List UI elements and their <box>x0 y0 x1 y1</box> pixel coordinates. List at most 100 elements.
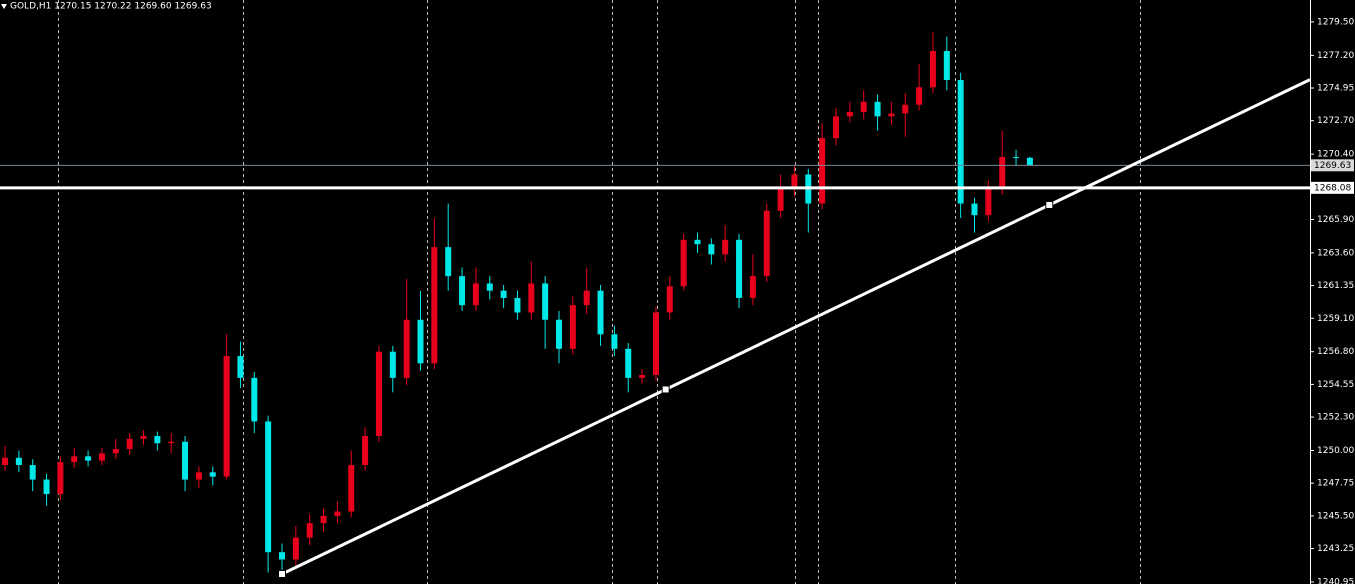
candle-body <box>957 80 964 204</box>
candle-body <box>833 116 839 139</box>
candle-body <box>417 319 424 364</box>
candle-body <box>1013 157 1020 159</box>
candle-body <box>625 348 632 378</box>
candle-body <box>763 210 770 277</box>
candle-body <box>708 244 715 255</box>
candle-body <box>999 157 1006 190</box>
candle-body <box>154 435 161 444</box>
price-label: 1268.08 <box>1314 183 1351 193</box>
price-label-box <box>1311 181 1354 194</box>
candle-body <box>846 112 853 117</box>
candle-body <box>251 377 258 422</box>
plot <box>0 32 1311 578</box>
candle-body <box>98 453 105 461</box>
candle-body <box>15 457 22 466</box>
candle-body <box>722 239 729 255</box>
y-tick-label: 1256.80 <box>1317 347 1354 357</box>
y-tick-label: 1279.50 <box>1317 17 1354 27</box>
y-tick-label: 1252.30 <box>1317 413 1354 423</box>
candle-body <box>306 523 313 538</box>
candle-body <box>182 441 189 480</box>
trendline-extension <box>1048 78 1311 207</box>
candle-body <box>223 356 230 477</box>
candle-body <box>112 449 119 454</box>
candle-body <box>85 456 92 461</box>
y-tick-label: 1243.25 <box>1317 544 1354 554</box>
candle-body <box>1026 157 1033 166</box>
candle-body <box>362 435 369 466</box>
y-tick-label: 1247.75 <box>1317 479 1354 489</box>
y-tick-label: 1265.90 <box>1317 215 1354 225</box>
y-tick-label: 1272.70 <box>1317 116 1354 126</box>
candle-body <box>140 435 147 439</box>
candle-body <box>971 203 978 216</box>
candle-body <box>472 283 479 306</box>
y-tick-label: 1261.35 <box>1317 281 1354 291</box>
candle-body <box>459 276 466 306</box>
candle-body <box>694 239 701 245</box>
y-tick-label: 1277.20 <box>1317 51 1354 61</box>
candle-body <box>431 247 438 364</box>
candle-body <box>209 472 216 477</box>
price-label-box <box>1311 159 1354 172</box>
candle-body <box>791 174 798 190</box>
candle-body <box>902 104 909 114</box>
y-tick-label: 1270.40 <box>1317 150 1354 160</box>
candle-body <box>888 113 895 117</box>
candle-body <box>611 334 618 349</box>
candle-body <box>943 50 950 81</box>
y-tick-label: 1263.60 <box>1317 248 1354 258</box>
y-tick-label: 1245.50 <box>1317 511 1354 521</box>
trendline-anchor <box>1045 200 1054 209</box>
candle-body <box>736 239 743 298</box>
candle-body <box>542 283 549 320</box>
separators <box>58 0 1141 584</box>
price-label: 1269.63 <box>1314 161 1351 171</box>
candle-body <box>195 472 202 480</box>
trendline-anchor <box>278 569 286 578</box>
candle-body <box>29 465 36 480</box>
candle-body <box>292 537 299 560</box>
candle-body <box>874 101 881 117</box>
candle-body <box>985 189 992 216</box>
candle-body <box>556 319 562 349</box>
candle-body <box>583 290 590 306</box>
candle-body <box>749 276 756 298</box>
candle-body <box>819 138 826 204</box>
candle-body <box>389 351 396 378</box>
candle-body <box>514 297 521 313</box>
candle-body <box>916 87 923 105</box>
candle-body <box>639 374 646 378</box>
chart-title: GOLD,H1 1270.15 1270.22 1269.60 1269.63 <box>10 2 212 12</box>
candle-body <box>445 247 452 277</box>
candle-body <box>500 290 507 298</box>
candle-body <box>569 305 576 349</box>
candle-body <box>43 479 50 495</box>
candle-body <box>279 552 285 560</box>
candle-body <box>860 101 867 113</box>
y-tick-label: 1250.00 <box>1317 446 1354 456</box>
candle-body <box>666 286 673 313</box>
candle-body <box>929 50 936 88</box>
y-tick-label: 1274.95 <box>1317 84 1354 94</box>
candle-body <box>486 283 493 291</box>
y-tick-label: 1259.10 <box>1317 314 1354 324</box>
y-tick-label: 1254.55 <box>1317 380 1354 390</box>
menu-triangle[interactable] <box>1 4 7 9</box>
candle-body <box>334 511 341 516</box>
candle-body <box>168 441 175 444</box>
candle-body <box>126 438 133 450</box>
candle-body <box>57 462 64 495</box>
candle-body <box>528 283 535 313</box>
candle-body <box>2 457 8 466</box>
candle-body <box>320 515 327 524</box>
candle-body <box>652 312 659 375</box>
candle-body <box>265 421 272 553</box>
candle-body <box>680 239 687 287</box>
trendline-anchor <box>661 385 670 394</box>
candle-body <box>597 290 604 335</box>
candle-body <box>375 351 382 436</box>
